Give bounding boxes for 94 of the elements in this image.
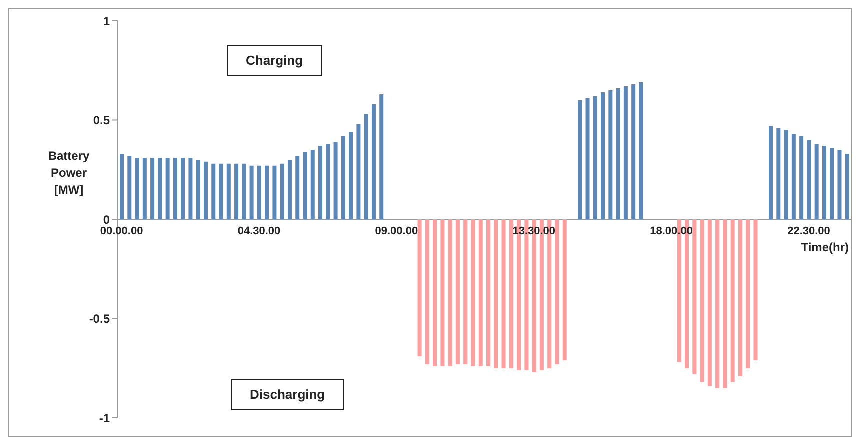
y-tick-label: 1 xyxy=(103,14,110,28)
bar xyxy=(838,150,842,220)
y-tick-label: 0.5 xyxy=(93,114,110,128)
annotation: Discharging xyxy=(231,379,344,410)
bar xyxy=(334,142,338,220)
bar xyxy=(723,220,728,388)
bar xyxy=(822,146,826,220)
bar xyxy=(494,220,498,368)
bar xyxy=(562,220,567,360)
bar xyxy=(586,98,590,220)
bar xyxy=(601,92,606,220)
bar xyxy=(150,158,155,220)
bar xyxy=(708,220,712,386)
bar xyxy=(250,166,254,220)
bar xyxy=(341,136,346,220)
bar xyxy=(296,156,300,220)
bar xyxy=(845,154,850,220)
bar xyxy=(754,220,758,360)
bar xyxy=(226,164,231,220)
bar xyxy=(380,94,384,220)
bar xyxy=(234,164,239,220)
bar xyxy=(372,104,376,220)
bar xyxy=(738,220,742,376)
x-tick-label: 22.30.00 xyxy=(788,226,830,238)
bar xyxy=(624,86,628,220)
bar xyxy=(242,164,246,220)
bar xyxy=(219,164,224,220)
x-tick-label: 00.00.00 xyxy=(100,226,144,238)
bar xyxy=(486,220,490,366)
bar xyxy=(318,146,323,220)
bar xyxy=(448,220,452,366)
bar xyxy=(120,154,124,220)
bar xyxy=(158,158,162,220)
bar xyxy=(639,82,644,220)
bar xyxy=(608,90,613,220)
x-tick-label: 13.30.00 xyxy=(512,226,556,238)
bar xyxy=(303,152,308,220)
bar xyxy=(593,96,598,220)
y-tick-label: -0.5 xyxy=(89,312,110,326)
bar xyxy=(310,150,315,220)
y-axis-title: Battery Power [MW] xyxy=(48,148,90,197)
x-tick-label: 09.00.00 xyxy=(375,226,418,238)
bar xyxy=(807,140,812,220)
x-axis-title: Time(hr) xyxy=(801,240,849,254)
bar xyxy=(188,158,193,220)
bar xyxy=(784,130,788,220)
bar xyxy=(181,158,186,220)
bar xyxy=(776,128,781,220)
bar xyxy=(265,166,270,220)
bar xyxy=(830,148,834,220)
bar xyxy=(212,164,216,220)
bar xyxy=(166,158,170,220)
bar xyxy=(356,124,361,220)
bar xyxy=(135,158,140,220)
annotation: Charging xyxy=(227,45,322,76)
bar xyxy=(716,220,720,388)
bar xyxy=(814,144,819,220)
bar xyxy=(616,88,620,220)
bar xyxy=(349,132,354,220)
bar xyxy=(364,114,368,220)
bar xyxy=(128,156,132,220)
bar xyxy=(555,220,560,364)
bar xyxy=(792,134,796,220)
bar xyxy=(456,220,460,364)
bar xyxy=(418,220,422,356)
bar xyxy=(578,100,582,220)
bar xyxy=(196,160,200,220)
bar xyxy=(204,162,208,220)
bar xyxy=(471,220,476,366)
bar xyxy=(632,84,636,220)
bar xyxy=(288,160,292,220)
x-tick-label: 04.30.00 xyxy=(238,226,281,238)
bar xyxy=(425,220,430,364)
bar xyxy=(502,220,506,368)
bar xyxy=(700,220,704,382)
bar xyxy=(800,136,804,220)
bar xyxy=(257,166,262,220)
bar xyxy=(433,220,438,366)
bar xyxy=(478,220,483,366)
x-tick-label: 18.00.00 xyxy=(650,226,693,238)
bar xyxy=(692,220,697,374)
bar xyxy=(746,220,750,368)
bar xyxy=(272,166,277,220)
bar xyxy=(769,126,774,220)
y-tick-label: -1 xyxy=(99,411,110,426)
bar xyxy=(509,220,514,368)
bar xyxy=(464,220,468,364)
bar xyxy=(326,144,330,220)
bar xyxy=(142,158,147,220)
bar xyxy=(730,220,735,382)
bar xyxy=(173,158,178,220)
bar xyxy=(440,220,445,366)
bar xyxy=(280,164,284,220)
y-tick-label: 0 xyxy=(103,212,110,227)
